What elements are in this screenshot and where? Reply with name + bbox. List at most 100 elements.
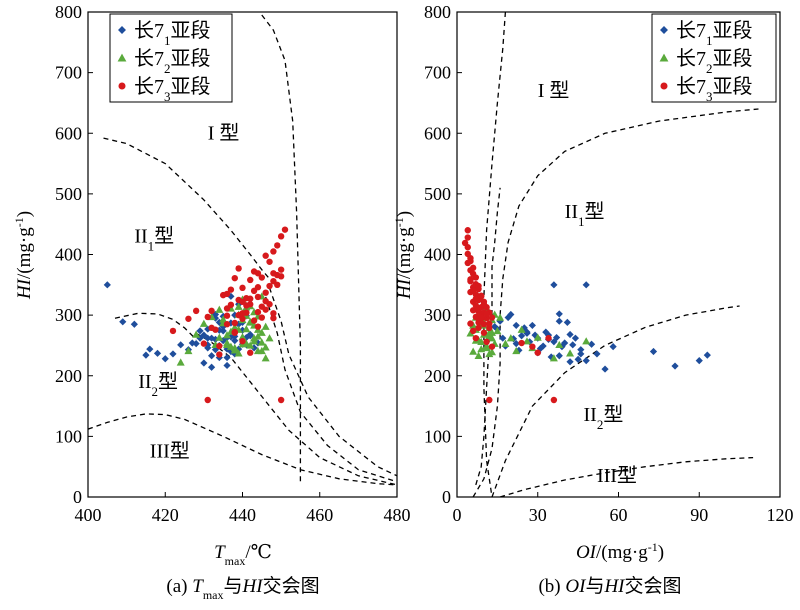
data-point-circle: [258, 274, 266, 281]
panel-b-boundaries: [472, 12, 759, 497]
data-point-triangle: [215, 333, 224, 341]
data-point-diamond: [515, 346, 523, 354]
data-point-diamond: [582, 356, 590, 365]
data-point-circle: [475, 282, 482, 290]
kerogen-boundary-line: [483, 12, 507, 497]
data-point-diamond: [574, 355, 582, 363]
data-point-triangle: [215, 305, 224, 313]
data-point-circle: [192, 307, 200, 315]
data-point-circle: [518, 339, 525, 347]
y-tick-label: 0: [73, 487, 82, 507]
data-point-diamond: [563, 318, 571, 326]
data-point-circle: [239, 284, 246, 292]
data-point-diamond: [542, 328, 550, 336]
region-label: II1型: [134, 224, 174, 253]
data-point-diamond: [491, 323, 499, 331]
data-point-circle: [469, 287, 477, 294]
data-point-circle: [235, 265, 242, 272]
panel-b-ticks: 0 30 60 90 120 0 100 200 300 400 500 600 700 800: [424, 2, 794, 525]
data-point-triangle: [466, 329, 475, 337]
data-point-circle: [277, 233, 285, 240]
data-point-diamond: [192, 340, 200, 348]
data-point-triangle: [506, 334, 515, 342]
data-point-circle: [227, 286, 235, 293]
kerogen-boundary-line: [265, 296, 397, 483]
kerogen-boundary-line: [103, 137, 270, 280]
kerogen-boundary-line: [268, 287, 397, 477]
data-point-circle: [483, 310, 490, 318]
data-point-diamond: [577, 346, 585, 354]
data-point-circle: [254, 323, 262, 330]
data-point-diamond: [161, 355, 169, 363]
data-point-diamond: [569, 341, 577, 349]
data-point-circle: [266, 282, 273, 290]
data-point-triangle: [487, 328, 496, 336]
y-tick-label: 500: [55, 184, 82, 204]
legend-triangle-marker: [659, 53, 669, 62]
data-point-triangle: [477, 337, 486, 345]
data-point-circle: [231, 274, 238, 282]
y-tick-label: 300: [55, 305, 82, 325]
data-point-circle: [469, 307, 477, 314]
data-point-diamond: [555, 352, 563, 360]
data-point-diamond: [509, 335, 518, 343]
data-point-circle: [270, 314, 277, 322]
data-point-circle: [239, 337, 246, 345]
data-point-circle: [483, 338, 490, 345]
data-point-triangle: [512, 346, 521, 355]
data-point-diamond: [587, 340, 596, 348]
data-point-triangle: [257, 346, 266, 355]
legend-circle-marker: [660, 82, 668, 90]
data-point-diamond: [593, 350, 601, 358]
data-point-triangle: [242, 339, 251, 347]
data-point-circle: [534, 349, 541, 356]
legend-label: 长72亚段: [676, 47, 753, 76]
panel-a-points: [103, 226, 289, 404]
data-point-circle: [262, 289, 269, 296]
y-tick-label: 400: [424, 245, 451, 265]
data-point-diamond: [577, 350, 585, 358]
data-point-diamond: [196, 334, 204, 342]
data-point-circle: [247, 276, 254, 284]
data-point-triangle: [234, 302, 243, 310]
data-point-circle: [277, 266, 285, 273]
data-point-triangle: [582, 337, 591, 345]
y-tick-label: 0: [442, 487, 451, 507]
kerogen-boundary-line: [499, 456, 754, 497]
data-point-diamond: [518, 332, 526, 340]
data-point-circle: [480, 321, 488, 328]
data-point-triangle: [482, 342, 491, 350]
data-point-triangle: [501, 339, 510, 347]
data-point-triangle: [485, 349, 494, 358]
data-point-diamond: [539, 342, 547, 350]
data-point-diamond: [177, 341, 185, 349]
x-tick-label: 460: [306, 505, 333, 525]
panel-a-ticks: 400 420 440 460 480 0 100 200 300 400 500 600 700 800: [55, 2, 411, 525]
data-point-diamond: [103, 281, 111, 289]
data-point-circle: [185, 315, 192, 322]
data-point-circle: [478, 314, 485, 321]
data-point-circle: [266, 301, 273, 308]
x-tick-label: 400: [75, 505, 102, 525]
panel-b-caption: (b) OI与HI交会图: [538, 575, 681, 597]
data-point-triangle: [549, 354, 558, 362]
data-point-circle: [223, 321, 231, 328]
data-point-circle: [270, 270, 277, 277]
data-point-circle: [467, 276, 474, 283]
data-point-diamond: [695, 356, 703, 365]
data-point-triangle: [533, 333, 542, 341]
data-point-circle: [545, 334, 552, 342]
data-point-circle: [270, 248, 277, 255]
panel-b-points: [461, 227, 711, 404]
data-point-circle: [467, 320, 474, 327]
data-point-circle: [262, 252, 269, 259]
data-point-circle: [529, 343, 536, 350]
data-point-circle: [274, 242, 281, 249]
x-tick-label: 480: [384, 505, 411, 525]
region-label: III型: [597, 464, 637, 487]
legend-diamond-marker: [660, 26, 668, 34]
data-point-diamond: [552, 333, 561, 342]
data-point-diamond: [204, 334, 212, 342]
